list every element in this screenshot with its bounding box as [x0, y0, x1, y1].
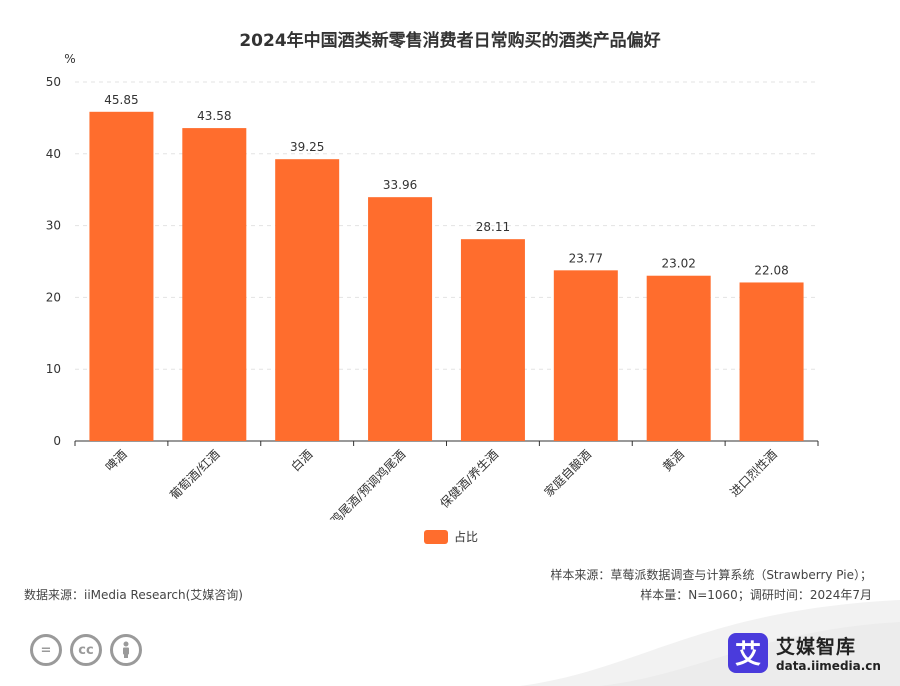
x-tick-label: 保健酒/养生酒	[437, 447, 501, 511]
brand-url: data.iimedia.cn	[776, 659, 881, 673]
x-tick-label: 进口烈性酒	[727, 447, 779, 499]
bar	[182, 128, 247, 442]
x-tick-label: 鸡尾酒/预调鸡尾酒	[327, 447, 408, 520]
x-tick-label: 葡萄酒/红酒	[167, 447, 223, 503]
data-label: 22.08	[754, 263, 788, 277]
x-tick-label: 白酒	[288, 447, 316, 475]
bar	[553, 270, 618, 441]
brand-block: 艾 艾媒智库 data.iimedia.cn	[728, 632, 881, 673]
y-tick-label: 10	[46, 362, 61, 376]
y-tick-label: 20	[46, 290, 61, 304]
data-label: 43.58	[197, 109, 231, 123]
data-label: 45.85	[104, 93, 138, 107]
bar	[646, 275, 711, 441]
bar	[739, 282, 804, 441]
y-tick-label: 40	[46, 147, 61, 161]
legend[interactable]: 占比	[424, 528, 478, 545]
data-label: 23.02	[662, 257, 696, 271]
y-axis-label: %	[64, 52, 75, 66]
y-tick-label: 0	[53, 434, 61, 448]
data-label: 39.25	[290, 140, 324, 154]
brand-name: 艾媒智库	[776, 636, 857, 658]
cc-icon: cc	[70, 634, 102, 666]
brand-logo-icon: 艾	[728, 632, 768, 673]
equals-icon: =	[30, 634, 62, 666]
chart-title: 2024年中国酒类新零售消费者日常购买的酒类产品偏好	[239, 31, 661, 51]
x-tick-label: 黄酒	[660, 447, 687, 474]
sample-info: 样本量：N=1060；调研时间：2024年7月	[640, 588, 872, 602]
x-tick-label: 家庭自酿酒	[541, 447, 594, 500]
x-tick-label: 啤酒	[102, 447, 130, 475]
bar	[89, 111, 154, 441]
data-source: 数据来源：iiMedia Research(艾媒咨询)	[24, 588, 243, 602]
data-label: 23.77	[569, 251, 603, 265]
legend-swatch	[424, 529, 448, 544]
y-tick-label: 50	[46, 75, 61, 89]
bar	[460, 239, 525, 441]
data-label: 28.11	[476, 220, 510, 234]
bar-chart: 0 10 20 30 40 50% 45.85 啤酒 43.58 葡萄酒/红酒 39.25 白酒 33.…	[46, 52, 819, 520]
legend-label: 占比	[454, 530, 479, 544]
bar	[368, 197, 433, 441]
y-tick-label: 30	[46, 219, 61, 233]
sample-source: 样本来源：草莓派数据调查与计算系统（Strawberry Pie）；	[550, 568, 872, 582]
license-icons: = cc	[30, 634, 142, 666]
bar	[275, 159, 340, 441]
data-label: 33.96	[383, 178, 417, 192]
person-icon	[110, 634, 142, 666]
